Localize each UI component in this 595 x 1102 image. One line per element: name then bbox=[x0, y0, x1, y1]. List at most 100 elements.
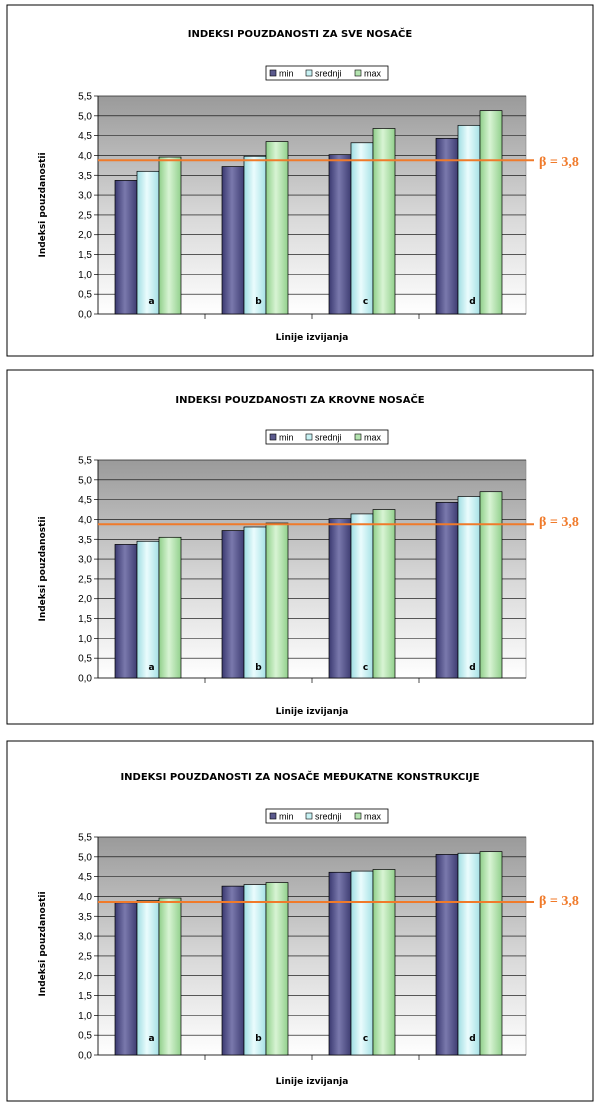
y-tick-label: 5,5 bbox=[78, 833, 92, 844]
bar-srednji-d bbox=[457, 124, 481, 315]
y-tick-label: 3,5 bbox=[78, 912, 92, 923]
x-category-label: c bbox=[363, 297, 368, 307]
y-tick-label: 2,5 bbox=[78, 574, 92, 585]
y-tick-label: 4,0 bbox=[78, 515, 92, 526]
legend-swatch-min bbox=[269, 812, 277, 820]
legend-label-srednji: srednji bbox=[315, 69, 342, 79]
chart-title: INDEKSI POUZDANOSTI ZA NOSAČE MEĐUKATNE … bbox=[120, 770, 479, 783]
x-category-label: a bbox=[148, 663, 154, 673]
bar-srednji-b bbox=[243, 884, 267, 1056]
legend-label-max: max bbox=[364, 69, 382, 79]
legend-box bbox=[265, 808, 389, 824]
bar-srednji-c bbox=[350, 142, 374, 315]
chart-panel-3: INDEKSI POUZDANOSTI ZA NOSAČE MEĐUKATNE … bbox=[0, 732, 595, 1102]
y-tick-label: 5,0 bbox=[78, 111, 92, 122]
legend-label-min: min bbox=[279, 812, 294, 822]
bar-srednji-a bbox=[136, 900, 160, 1056]
legend-label-min: min bbox=[279, 433, 294, 443]
x-axis-title: Linije izvijanja bbox=[276, 333, 349, 343]
bar-min-d bbox=[435, 854, 459, 1056]
x-axis-title: Linije izvijanja bbox=[276, 707, 349, 717]
x-category-label: d bbox=[469, 297, 475, 307]
y-tick-label: 4,5 bbox=[78, 872, 92, 883]
y-tick-label: 0,0 bbox=[78, 310, 92, 321]
x-category-label: c bbox=[363, 663, 368, 673]
y-tick-label: 3,0 bbox=[78, 555, 92, 566]
legend-swatch-max bbox=[354, 812, 362, 820]
y-tick-label: 1,5 bbox=[78, 991, 92, 1002]
y-tick-label: 5,0 bbox=[78, 852, 92, 863]
legend-swatch-max bbox=[354, 69, 362, 77]
bar-max-c bbox=[372, 509, 396, 679]
x-category-label: b bbox=[255, 1034, 262, 1044]
y-tick-label: 1,0 bbox=[78, 634, 92, 645]
bar-min-a bbox=[114, 180, 138, 315]
legend-label-min: min bbox=[279, 69, 294, 79]
legend-label-srednji: srednji bbox=[315, 433, 342, 443]
chart-3-svg: INDEKSI POUZDANOSTI ZA NOSAČE MEĐUKATNE … bbox=[6, 740, 594, 1102]
chart-panel-2: INDEKSI POUZDANOSTI ZA KROVNE NOSAČE min s… bbox=[0, 366, 595, 728]
y-tick-label: 2,0 bbox=[78, 971, 92, 982]
legend-swatch-min bbox=[269, 433, 277, 441]
bar-max-c bbox=[372, 128, 396, 315]
y-tick-label: 1,5 bbox=[78, 250, 92, 261]
bar-max-d bbox=[479, 110, 503, 315]
legend-swatch-srednji bbox=[305, 69, 313, 77]
y-tick-label: 1,5 bbox=[78, 614, 92, 625]
y-tick-label: 3,5 bbox=[78, 171, 92, 182]
chart-1-svg: INDEKSI POUZDANOSTI ZA SVE NOSAČE min sred… bbox=[6, 4, 594, 357]
x-category-label: a bbox=[148, 1034, 154, 1044]
y-tick-label: 1,0 bbox=[78, 1011, 92, 1022]
y-axis-title: Indeksi pouzdanostii bbox=[38, 152, 48, 257]
y-tick-label: 2,0 bbox=[78, 594, 92, 605]
legend-box bbox=[265, 429, 389, 445]
y-tick-label: 2,5 bbox=[78, 951, 92, 962]
y-tick-label: 0,5 bbox=[78, 290, 92, 301]
y-tick-label: 4,5 bbox=[78, 495, 92, 506]
bar-srednji-a bbox=[136, 170, 160, 315]
beta-label: β = 3,8 bbox=[539, 894, 579, 909]
bar-min-c bbox=[328, 871, 352, 1056]
bar-srednji-a bbox=[136, 540, 160, 679]
y-tick-label: 5,0 bbox=[78, 475, 92, 486]
legend-box bbox=[265, 65, 389, 81]
bar-srednji-b bbox=[243, 526, 267, 679]
legend-swatch-srednji bbox=[305, 433, 313, 441]
bar-min-c bbox=[328, 154, 352, 315]
bar-srednji-b bbox=[243, 155, 267, 315]
y-tick-label: 3,5 bbox=[78, 535, 92, 546]
x-category-label: c bbox=[363, 1034, 368, 1044]
y-tick-label: 5,5 bbox=[78, 92, 92, 103]
y-tick-label: 0,0 bbox=[78, 674, 92, 685]
legend-swatch-srednji bbox=[305, 812, 313, 820]
bar-srednji-d bbox=[457, 852, 481, 1056]
y-tick-label: 3,0 bbox=[78, 932, 92, 943]
y-axis-title: Indeksi pouzdanostii bbox=[38, 891, 48, 996]
y-tick-label: 4,0 bbox=[78, 151, 92, 162]
x-category-label: b bbox=[255, 297, 262, 307]
y-tick-label: 0,0 bbox=[78, 1051, 92, 1062]
bar-min-a bbox=[114, 902, 138, 1056]
x-category-label: d bbox=[469, 663, 475, 673]
bar-max-b bbox=[265, 141, 289, 315]
bar-max-d bbox=[479, 851, 503, 1056]
bar-min-d bbox=[435, 138, 459, 315]
legend-label-max: max bbox=[364, 812, 382, 822]
y-tick-label: 0,5 bbox=[78, 1031, 92, 1042]
chart-title: INDEKSI POUZDANOSTI ZA KROVNE NOSAČE bbox=[175, 393, 424, 406]
bar-min-c bbox=[328, 518, 352, 679]
y-tick-label: 5,5 bbox=[78, 456, 92, 467]
y-tick-label: 1,0 bbox=[78, 270, 92, 281]
bar-min-b bbox=[221, 530, 245, 679]
x-category-label: d bbox=[469, 1034, 475, 1044]
bar-max-b bbox=[265, 882, 289, 1056]
y-tick-label: 4,0 bbox=[78, 892, 92, 903]
bar-min-a bbox=[114, 544, 138, 679]
legend-swatch-min bbox=[269, 69, 277, 77]
legend-label-srednji: srednji bbox=[315, 812, 342, 822]
y-tick-label: 2,0 bbox=[78, 230, 92, 241]
bar-max-a bbox=[158, 897, 182, 1056]
bar-max-b bbox=[265, 522, 289, 679]
y-tick-label: 2,5 bbox=[78, 210, 92, 221]
y-tick-label: 0,5 bbox=[78, 654, 92, 665]
